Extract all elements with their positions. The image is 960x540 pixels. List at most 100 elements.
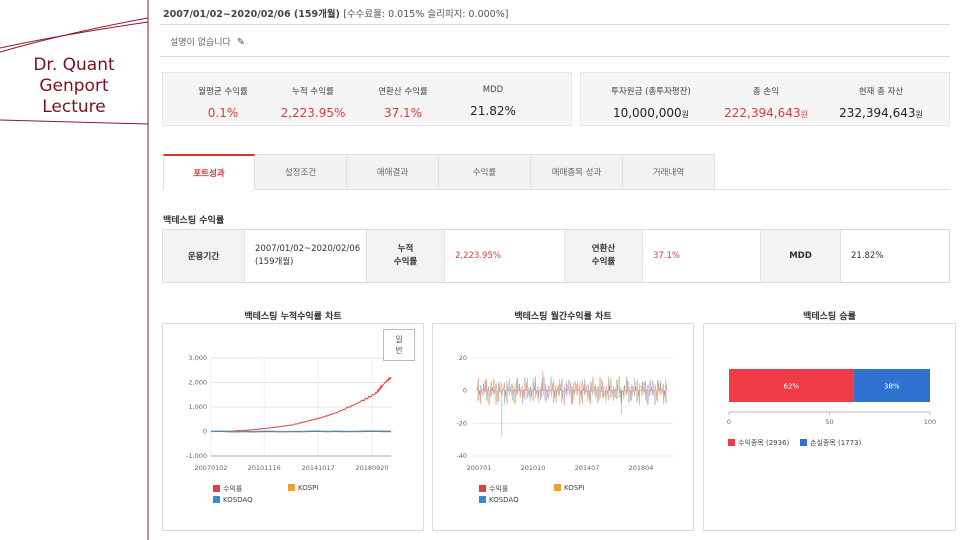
stat-total-pnl: 총 손익 222,394,643원 (716, 73, 816, 120)
y-tick-label: 3,000 (188, 354, 207, 362)
segment-label: 38% (884, 383, 900, 391)
legend-label: 수익률 (223, 485, 243, 493)
period-text: 2007/01/02~2020/02/06 (159개월) (163, 9, 340, 20)
x-tick-label: 20141017 (302, 464, 335, 472)
legend-swatch (554, 484, 561, 491)
cumulative-legend: 수익률 KOSPI KOSDAQ (213, 484, 413, 514)
brand-line-2: Genport (39, 76, 109, 96)
toggle-line-2: 반 (395, 346, 403, 355)
legend-item-kosdaq[interactable]: KOSDAQ (479, 496, 519, 504)
summary-annualized-value: 37.1% (643, 230, 761, 282)
kosdaq-line (210, 430, 391, 433)
y-tick-label: -20 (456, 419, 467, 427)
legend-label: 수익종목 (2936) (738, 439, 790, 447)
legend-label: KOSDAQ (489, 496, 519, 504)
brand-line-1: Dr. Quant (33, 55, 115, 75)
winrate-chart-svg: 62% 38% 0 50 100 (727, 369, 936, 426)
cumulative-chart-svg: 3,000 2,000 1,000 0 -1,000 20070102 20101116 20… (186, 354, 392, 472)
loss-segment (853, 369, 930, 402)
stat-label: 연환산 수익률 (378, 87, 428, 97)
summary-cum-label-1: 누적 (397, 244, 414, 254)
winrate-chart: 62% 38% 0 50 100 수익종목 (2936) 손실종목 (1773) (703, 323, 956, 531)
legend-item-profit-stocks[interactable]: 수익종목 (2936) (728, 438, 789, 448)
summary-cumulative-value: 2,223.95% (445, 230, 565, 282)
x-tick-label: 20101116 (248, 464, 281, 472)
description: 설명이 없습니다 ✎ (170, 35, 245, 48)
left-decoration-panel: Dr. Quant Genport Lecture (0, 0, 150, 540)
cumulative-return-chart: 3,000 2,000 1,000 0 -1,000 20070102 20101116 20… (162, 323, 424, 531)
stat-value: 37.1% (383, 106, 423, 120)
y-tick-label: 0 (203, 428, 207, 436)
stat-unit: 원 (800, 110, 808, 119)
chart-scale-toggle-button[interactable]: 일 반 (383, 329, 415, 361)
legend-swatch (800, 439, 807, 446)
stat-unit: 원 (915, 110, 923, 119)
summary-cumulative-label: 누적 수익률 (367, 230, 445, 282)
legend-swatch (479, 485, 486, 492)
stat-cumulative-return: 누적 수익률 2,223.95% (273, 73, 353, 120)
summary-annualized-label: 연환산 수익률 (565, 230, 643, 282)
legend-swatch (479, 496, 486, 503)
edit-pencil-icon[interactable]: ✎ (236, 37, 246, 48)
main-content: 2007/01/02~2020/02/06 (159개월) [수수료율: 0.0… (150, 0, 960, 540)
y-tick-label: 2,000 (188, 379, 207, 387)
stat-number: 222,394,643 (724, 106, 801, 120)
summary-period-line-1: 2007/01/02~2020/02/06 (255, 244, 361, 254)
x-tick-label: 20070102 (194, 464, 227, 472)
section-title: 백테스팅 수익률 (163, 216, 225, 226)
x-tick-label: 50 (825, 418, 833, 426)
tab-returns[interactable]: 수익률 (439, 154, 531, 190)
summary-ann-label-2: 수익률 (591, 257, 616, 267)
tab-portfolio-performance[interactable]: 포트성과 (163, 154, 255, 190)
backtest-summary-table: 운용기간 2007/01/02~2020/02/06 (159개월) 누적 수익… (162, 229, 950, 283)
legend-item-returns[interactable]: 수익률 (479, 484, 508, 494)
x-tick-label: 100 (924, 418, 936, 426)
stat-number: 10,000,000 (612, 106, 682, 120)
legend-label: 손실종목 (1773) (810, 439, 862, 447)
stat-label: 현재 총 자산 (858, 87, 904, 97)
stat-value: 21.82% (470, 104, 516, 118)
legend-item-kospi[interactable]: KOSPI (554, 484, 584, 492)
summary-period-label: 운용기간 (163, 230, 245, 282)
x-tick-label: 201407 (575, 464, 600, 472)
tab-stock-performance[interactable]: 매매종목 성과 (531, 154, 623, 190)
stat-unit: 원 (681, 110, 690, 119)
legend-swatch (213, 485, 220, 492)
monthly-return-chart: 20 0 -20 -40 200701 201010 201407 201804 수익률 KO… (432, 323, 694, 531)
brand-label: Dr. Quant Genport Lecture (14, 55, 134, 118)
stat-value: 232,394,643원 (831, 106, 931, 120)
legend-label: 수익률 (489, 485, 509, 493)
stat-value: 10,000,000원 (601, 106, 701, 120)
y-tick-label: 20 (459, 354, 467, 362)
legend-label: KOSPI (298, 484, 319, 492)
description-divider (160, 56, 950, 57)
stat-current-assets: 현재 총 자산 232,394,643원 (831, 73, 931, 120)
performance-stats: 월평균 수익률 0.1% 누적 수익률 2,223.95% 연환산 수익률 37… (162, 72, 572, 126)
monthly-chart-title: 백테스팅 월간수익률 차트 (514, 312, 612, 322)
stat-label: 총 손익 (752, 87, 780, 97)
summary-mdd-label: MDD (761, 230, 841, 282)
winrate-chart-title: 백테스팅 승률 (803, 312, 856, 322)
legend-item-returns[interactable]: 수익률 (213, 484, 242, 494)
summary-period-value: 2007/01/02~2020/02/06 (159개월) (245, 230, 367, 282)
summary-cum-label-2: 수익률 (393, 257, 418, 267)
legend-label: KOSDAQ (223, 496, 253, 504)
tab-settings[interactable]: 설정조건 (255, 154, 347, 190)
description-text: 설명이 없습니다 (170, 38, 231, 48)
x-tick-label: 0 (727, 418, 731, 426)
y-tick-label: -1,000 (186, 452, 207, 460)
stat-number: 232,394,643 (839, 106, 916, 120)
legend-swatch (213, 496, 220, 503)
tab-trade-results[interactable]: 매매결과 (347, 154, 439, 190)
legend-item-loss-stocks[interactable]: 손실종목 (1773) (800, 438, 861, 448)
y-tick-label: 1,000 (188, 403, 207, 411)
legend-item-kosdaq[interactable]: KOSDAQ (213, 496, 253, 504)
x-tick-label: 200701 (467, 464, 492, 472)
toggle-line-1: 일 (395, 335, 403, 344)
legend-item-kospi[interactable]: KOSPI (288, 484, 318, 492)
stat-principal: 투자원금 (총투자평잔) 10,000,000원 (601, 73, 701, 120)
segment-label: 62% (784, 383, 800, 391)
tab-transactions[interactable]: 거래내역 (623, 154, 715, 190)
stat-value: 2,223.95% (280, 106, 346, 120)
